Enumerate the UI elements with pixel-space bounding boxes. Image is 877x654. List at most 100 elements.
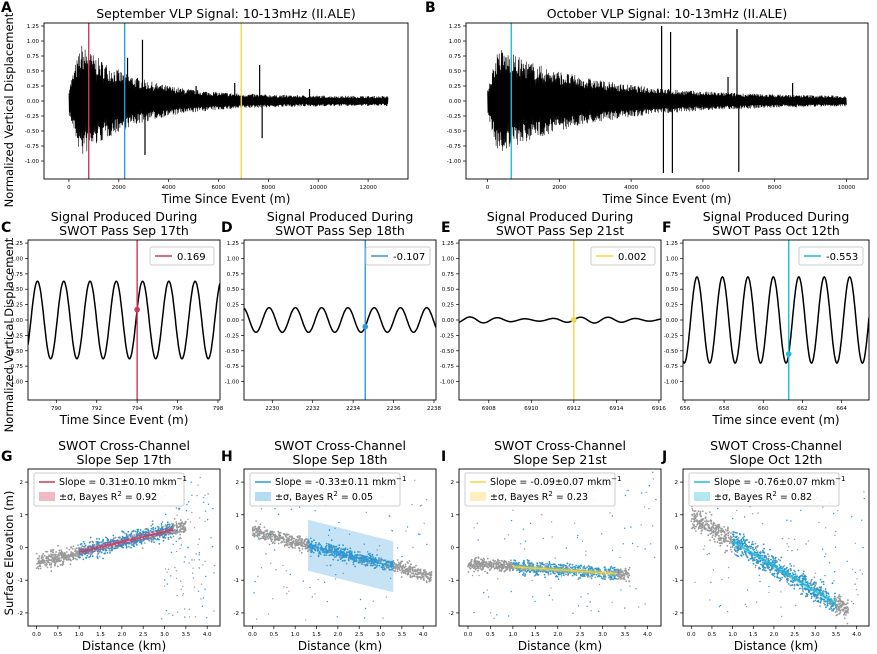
- data-point: [58, 557, 61, 559]
- legend-label: Slope = 0.31±0.10 mkm−1: [59, 475, 187, 488]
- y-tick-label: 0.00: [666, 318, 679, 324]
- data-point: [611, 574, 614, 577]
- data-point: [183, 531, 186, 533]
- x-tick-label: 798: [213, 406, 224, 412]
- y-tick-label: 0.75: [27, 54, 40, 60]
- data-point: [708, 529, 710, 532]
- data-point: [800, 583, 803, 586]
- data-point: [691, 523, 694, 525]
- outlier-point: [282, 564, 284, 567]
- outlier-point: [314, 510, 316, 512]
- data-point: [170, 525, 173, 528]
- data-point: [752, 562, 755, 565]
- x-tick-label: 6916: [652, 406, 666, 412]
- outlier-point: [508, 615, 510, 617]
- data-point: [105, 536, 107, 539]
- data-point: [820, 589, 822, 592]
- data-point: [796, 575, 798, 578]
- legend-label: Slope = -0.09±0.07 mkm−1: [490, 475, 621, 488]
- data-point: [345, 562, 348, 565]
- x-axis-label: Time Since Event (m): [161, 192, 291, 206]
- outlier-point: [573, 522, 576, 524]
- data-point: [83, 542, 86, 545]
- data-point: [612, 570, 615, 573]
- panel-letter: I: [441, 449, 446, 465]
- outlier-point: [510, 590, 512, 593]
- data-point: [488, 568, 491, 571]
- outlier-point: [180, 588, 182, 590]
- data-point: [522, 563, 525, 565]
- data-point: [480, 568, 482, 570]
- data-point: [423, 579, 425, 581]
- x-tick-label: 2.5: [139, 632, 148, 638]
- data-point: [394, 567, 397, 569]
- data-point: [105, 549, 107, 552]
- data-point: [106, 537, 109, 540]
- y-tick-label: 1.25: [449, 24, 462, 30]
- data-point: [531, 569, 534, 571]
- data-point: [179, 533, 182, 536]
- outlier-point: [487, 596, 490, 598]
- data-point: [503, 563, 505, 565]
- data-point: [287, 537, 290, 540]
- data-point: [797, 569, 800, 572]
- data-point: [721, 542, 723, 545]
- data-point: [566, 571, 569, 574]
- data-point: [261, 532, 263, 535]
- x-tick-label: 1.5: [96, 632, 105, 638]
- data-point: [82, 548, 85, 551]
- data-point: [349, 551, 351, 554]
- data-point: [786, 577, 788, 580]
- data-point: [555, 575, 558, 577]
- data-point: [128, 541, 131, 544]
- outlier-point: [179, 548, 181, 550]
- data-point: [320, 545, 323, 547]
- data-point: [487, 564, 489, 567]
- data-point: [713, 528, 716, 530]
- data-point: [331, 548, 333, 551]
- data-point: [131, 536, 134, 538]
- outlier-point: [644, 603, 646, 605]
- outlier-point: [551, 599, 554, 601]
- data-point: [376, 554, 378, 556]
- data-point: [311, 550, 314, 553]
- data-point: [843, 617, 846, 620]
- data-point: [259, 537, 262, 540]
- outlier-point: [364, 607, 367, 610]
- data-point: [298, 536, 301, 539]
- data-point: [781, 573, 784, 576]
- data-point: [731, 546, 734, 548]
- data-point: [148, 539, 151, 542]
- pass-value-marker: [362, 323, 369, 330]
- outlier-point: [405, 530, 407, 532]
- data-point: [353, 559, 356, 562]
- outlier-point: [644, 548, 646, 550]
- outlier-point: [516, 569, 518, 571]
- data-point: [839, 611, 842, 614]
- data-point: [130, 546, 132, 549]
- data-point: [162, 539, 165, 542]
- data-point: [166, 527, 168, 530]
- data-point: [723, 526, 725, 528]
- outlier-point: [172, 614, 174, 616]
- data-point: [711, 536, 714, 538]
- data-point: [696, 512, 699, 514]
- data-point: [776, 572, 779, 575]
- data-point: [160, 528, 163, 530]
- data-point: [611, 570, 613, 573]
- data-point: [488, 561, 490, 563]
- data-point: [569, 571, 572, 574]
- data-point: [839, 602, 841, 605]
- chart-title: SWOT Cross-Channel: [710, 438, 842, 453]
- data-point: [98, 538, 101, 540]
- data-point: [54, 565, 56, 567]
- y-tick-label: 0.25: [11, 303, 24, 309]
- outlier-point: [168, 613, 170, 615]
- data-point: [563, 571, 566, 574]
- data-point: [165, 533, 168, 536]
- data-point: [39, 567, 42, 570]
- outlier-point: [326, 564, 328, 567]
- data-point: [830, 602, 832, 605]
- data-point: [712, 523, 715, 526]
- data-point: [400, 576, 403, 578]
